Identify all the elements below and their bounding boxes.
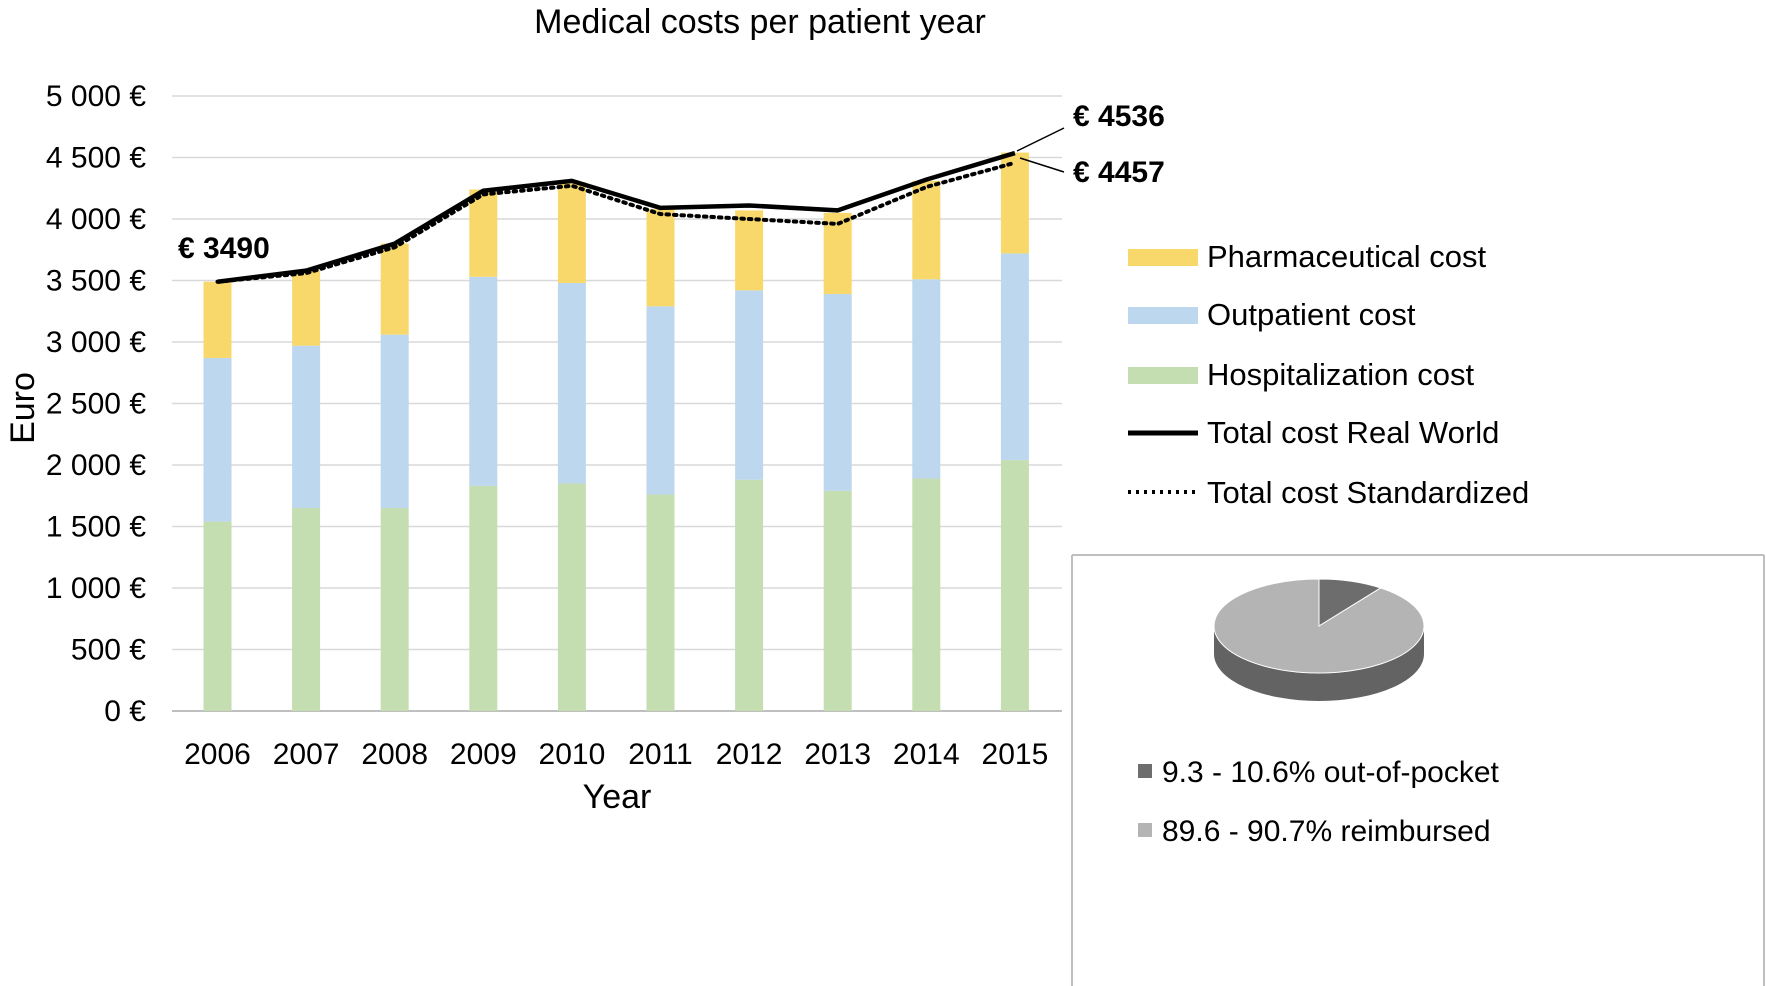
bar-outpatient-2013 xyxy=(823,294,852,491)
legend-label-pharmaceutical: Pharmaceutical cost xyxy=(1207,239,1487,274)
annotations: € 3490 € 4536 € 4457 xyxy=(178,100,1165,265)
gridlines xyxy=(172,95,1062,712)
chart-title: Medical costs per patient year xyxy=(534,3,986,41)
bar-hospitalization-2012 xyxy=(735,479,764,711)
x-axis-ticks: 2006 2007 2008 2009 2010 2011 2012 2013 2014 2015 xyxy=(184,738,1048,771)
pie-chart xyxy=(1213,578,1425,701)
y-tick-label: 500 € xyxy=(71,634,146,667)
bar-outpatient-2006 xyxy=(203,357,232,522)
pie-legend-label-reimbursed: 89.6 - 90.7% reimbursed xyxy=(1162,815,1491,848)
y-axis-ticks: 0 € 500 € 1 000 € 1 500 € 2 000 € 2 500 € 3 00… xyxy=(46,80,146,728)
line-total-cost-standardized xyxy=(215,160,1017,284)
line-total-cost-real-world xyxy=(217,150,1016,284)
bar-pharmaceutical-2008 xyxy=(380,243,409,335)
y-tick-label: 2 500 € xyxy=(46,388,146,421)
legend-swatch-outpatient xyxy=(1128,307,1198,324)
y-tick-label: 4 000 € xyxy=(46,203,146,236)
y-tick-label: 2 000 € xyxy=(46,449,146,482)
y-tick-label: 3 500 € xyxy=(46,265,146,298)
bar-hospitalization-2015 xyxy=(1000,460,1029,711)
legend-swatch-pharmaceutical xyxy=(1128,249,1198,266)
bar-outpatient-2012 xyxy=(735,290,764,480)
pie-side-wall xyxy=(1214,626,1424,701)
pie-legend-swatch-reimbursed xyxy=(1138,823,1152,837)
legend-label-hospitalization: Hospitalization cost xyxy=(1207,357,1474,392)
legend-label-total-real: Total cost Real World xyxy=(1207,415,1499,450)
x-tick-label: 2009 xyxy=(450,738,517,771)
bar-hospitalization-2007 xyxy=(292,508,321,711)
bar-pharmaceutical-2007 xyxy=(292,270,321,346)
x-tick-label: 2008 xyxy=(361,738,428,771)
legend-label-outpatient: Outpatient cost xyxy=(1207,297,1416,332)
bar-pharmaceutical-2014 xyxy=(912,180,941,280)
y-tick-label: 1 500 € xyxy=(46,511,146,544)
pie-legend-swatch-out-of-pocket xyxy=(1138,764,1152,778)
x-tick-label: 2011 xyxy=(628,738,693,771)
callout-leader-standardized xyxy=(1019,157,1065,173)
bar-outpatient-2015 xyxy=(1000,253,1029,461)
bar-outpatient-2009 xyxy=(469,276,498,486)
stacked-bars xyxy=(203,152,1029,711)
x-tick-label: 2013 xyxy=(804,738,871,771)
annotation-first-value: € 3490 xyxy=(178,232,270,265)
annotation-last-standardized: € 4457 xyxy=(1073,156,1165,189)
annotation-last-real: € 4536 xyxy=(1073,100,1165,133)
y-tick-label: 3 000 € xyxy=(46,326,146,359)
pie-panel: 9.3 - 10.6% out-of-pocket 89.6 - 90.7% r… xyxy=(1071,554,1765,986)
bar-outpatient-2007 xyxy=(292,345,321,509)
bar-hospitalization-2008 xyxy=(380,508,409,711)
bar-hospitalization-2010 xyxy=(557,483,586,711)
bar-pharmaceutical-2015 xyxy=(1000,152,1029,254)
bar-outpatient-2011 xyxy=(646,306,675,495)
callout-leader-real xyxy=(1016,127,1065,152)
bar-outpatient-2008 xyxy=(380,334,409,509)
bar-hospitalization-2006 xyxy=(203,521,232,711)
x-tick-label: 2010 xyxy=(539,738,606,771)
y-tick-label: 1 000 € xyxy=(46,572,146,605)
legend-swatch-hospitalization xyxy=(1128,367,1198,384)
pie-slice-reimbursed xyxy=(1213,578,1425,674)
x-tick-label: 2007 xyxy=(273,738,340,771)
bar-outpatient-2010 xyxy=(557,282,586,484)
legend-label-total-standardized: Total cost Standardized xyxy=(1207,475,1529,510)
x-tick-label: 2014 xyxy=(893,738,960,771)
y-tick-label: 4 500 € xyxy=(46,142,146,175)
bar-hospitalization-2014 xyxy=(912,478,941,711)
bar-hospitalization-2009 xyxy=(469,485,498,711)
bar-hospitalization-2011 xyxy=(646,494,675,711)
y-axis-title: Euro xyxy=(4,372,42,444)
x-tick-label: 2006 xyxy=(184,738,251,771)
bar-pharmaceutical-2013 xyxy=(823,212,852,295)
bar-hospitalization-2013 xyxy=(823,490,852,711)
bar-pharmaceutical-2009 xyxy=(469,189,498,277)
x-tick-label: 2012 xyxy=(716,738,783,771)
y-tick-label: 0 € xyxy=(104,695,146,728)
bar-pharmaceutical-2012 xyxy=(735,210,764,291)
chart-legend: Pharmaceutical cost Outpatient cost Hosp… xyxy=(1128,239,1529,510)
bar-pharmaceutical-2006 xyxy=(203,281,232,358)
pie-legend-label-out-of-pocket: 9.3 - 10.6% out-of-pocket xyxy=(1162,756,1500,789)
y-tick-label: 5 000 € xyxy=(46,80,146,113)
bar-outpatient-2014 xyxy=(912,279,941,479)
total-cost-lines xyxy=(215,150,1017,284)
bar-pharmaceutical-2011 xyxy=(646,209,675,307)
x-tick-label: 2015 xyxy=(982,738,1049,771)
bar-pharmaceutical-2010 xyxy=(557,182,586,283)
x-axis-title: Year xyxy=(583,778,652,816)
